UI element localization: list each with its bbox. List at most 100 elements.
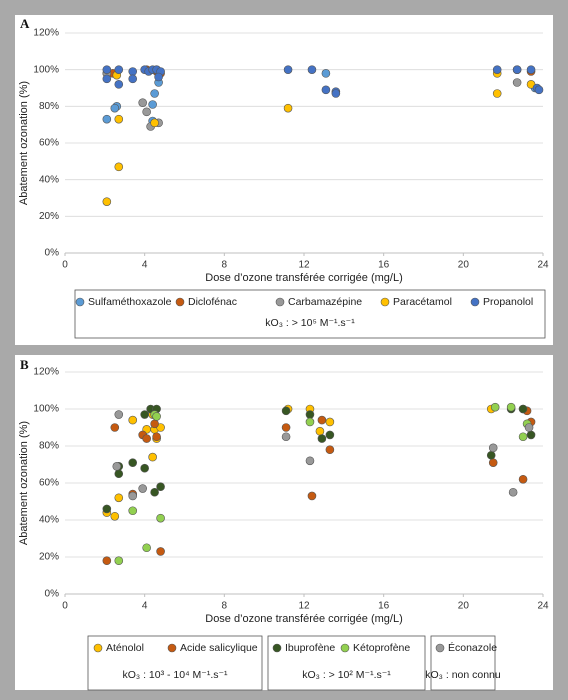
y-axis-title: Abatement ozonation (%) <box>18 421 30 545</box>
x-tick-label: 12 <box>298 260 310 271</box>
data-point <box>518 474 528 484</box>
data-point <box>283 103 293 113</box>
data-point <box>114 65 124 74</box>
y-tick-label: 20% <box>39 211 59 222</box>
data-point <box>128 506 138 516</box>
data-point <box>150 118 159 128</box>
data-point <box>512 78 522 87</box>
panel-label: B <box>20 357 29 372</box>
data-point <box>321 69 331 78</box>
data-point <box>102 65 112 74</box>
x-axis-title: Dose d’ozone transférée corrigée (mg/L) <box>205 272 402 284</box>
legend-marker <box>340 643 350 653</box>
data-point <box>307 65 317 74</box>
data-point <box>305 410 315 419</box>
data-point <box>142 543 151 553</box>
data-point <box>156 547 165 556</box>
data-point <box>156 513 165 523</box>
data-point <box>518 404 528 414</box>
data-point <box>128 415 138 425</box>
data-point <box>142 107 151 117</box>
data-point <box>114 469 124 479</box>
panel-label: A <box>20 16 30 31</box>
data-point <box>305 456 315 466</box>
y-tick-label: 20% <box>39 552 59 563</box>
legend-label: Paracétamol <box>393 296 452 308</box>
y-tick-label: 100% <box>33 64 59 75</box>
legend-label: Propanolol <box>483 296 533 308</box>
x-axis-title: Dose d’ozone transférée corrigée (mg/L) <box>205 613 402 625</box>
legend-label: Aténolol <box>106 642 144 654</box>
data-point <box>148 100 157 109</box>
y-tick-label: 0% <box>45 248 60 259</box>
data-point <box>534 85 544 95</box>
data-point <box>110 103 120 113</box>
data-point <box>140 410 149 419</box>
legend-marker <box>275 297 285 307</box>
data-point <box>148 452 157 462</box>
data-point <box>518 432 528 442</box>
legend-note: kO₃ : > 10² M⁻¹.s⁻¹ <box>302 669 391 681</box>
data-point <box>128 458 138 467</box>
data-point <box>154 72 163 82</box>
data-point <box>138 484 147 493</box>
data-point <box>488 458 498 467</box>
data-point <box>283 65 293 74</box>
data-point <box>114 80 124 89</box>
data-point <box>506 402 516 412</box>
data-point <box>114 114 124 124</box>
legend-marker <box>175 297 185 307</box>
data-point <box>102 197 112 206</box>
data-point <box>152 412 161 421</box>
x-tick-label: 24 <box>537 601 549 612</box>
legend-marker <box>470 297 480 307</box>
data-point <box>150 419 159 429</box>
legend-label: Acide salicylique <box>180 642 258 654</box>
data-point <box>112 462 122 471</box>
legend-marker <box>380 297 390 307</box>
legend-box <box>74 289 546 339</box>
data-point <box>152 432 161 442</box>
x-tick-label: 16 <box>378 260 390 271</box>
data-point <box>331 89 341 98</box>
y-tick-label: 0% <box>45 589 60 600</box>
data-point <box>486 450 496 460</box>
y-tick-label: 120% <box>33 367 59 378</box>
y-tick-label: 80% <box>39 101 59 112</box>
data-point <box>307 491 317 501</box>
y-tick-label: 40% <box>39 174 59 185</box>
data-point <box>114 556 124 566</box>
data-point <box>128 74 138 84</box>
y-tick-label: 100% <box>33 404 59 415</box>
data-point <box>321 85 331 95</box>
legend-marker <box>93 643 103 653</box>
legend-marker <box>272 643 282 653</box>
data-point <box>526 430 536 440</box>
data-point <box>492 65 502 74</box>
data-point <box>281 423 291 432</box>
x-tick-label: 0 <box>62 601 68 612</box>
data-point <box>102 556 112 566</box>
legend-marker <box>75 297 85 307</box>
x-tick-label: 4 <box>142 260 148 271</box>
data-point <box>526 65 536 74</box>
data-point <box>305 417 315 427</box>
data-point <box>114 410 124 419</box>
legend-label: Ibuprofène <box>285 642 335 654</box>
x-tick-label: 12 <box>298 601 310 612</box>
legend-label: Kétoprofène <box>353 642 410 654</box>
data-point <box>142 434 151 443</box>
data-point <box>281 406 291 416</box>
data-point <box>102 504 112 514</box>
x-tick-label: 16 <box>378 601 390 612</box>
data-point <box>488 443 498 453</box>
data-point <box>150 487 159 497</box>
data-point <box>490 402 500 412</box>
x-tick-label: 20 <box>458 260 470 271</box>
legend-label: Carbamazépine <box>288 296 362 308</box>
data-point <box>315 426 325 436</box>
data-point <box>325 445 335 455</box>
data-point <box>325 417 335 427</box>
data-point <box>110 423 120 432</box>
